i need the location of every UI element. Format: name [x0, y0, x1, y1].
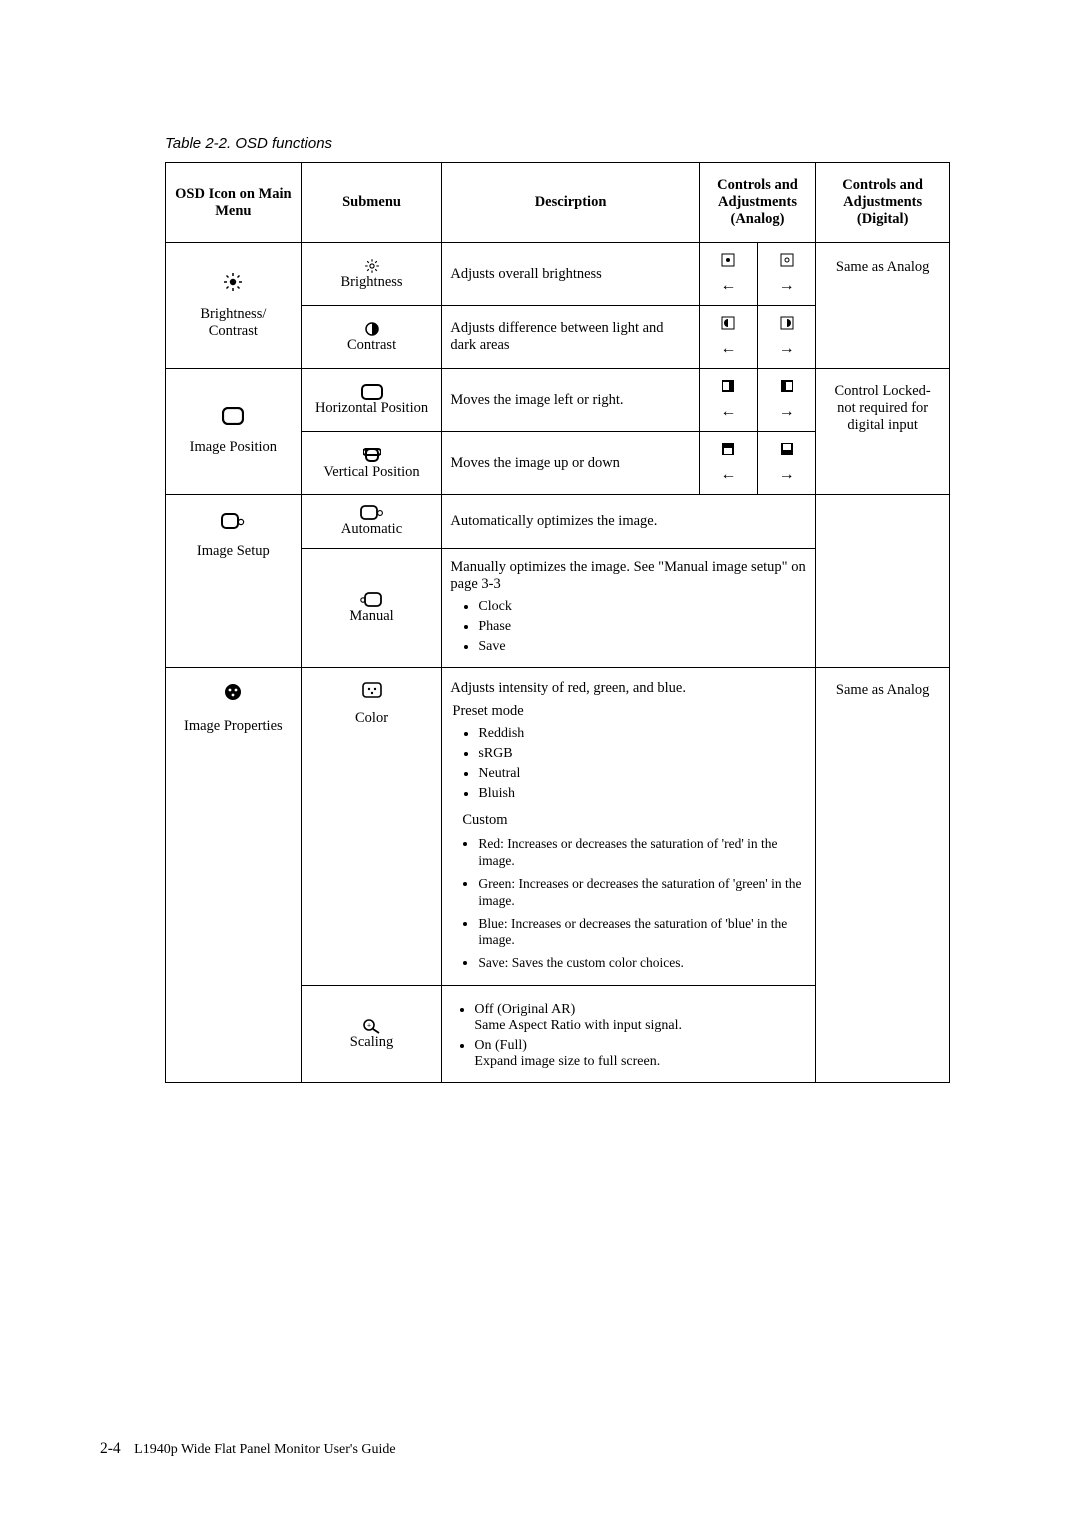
- image-properties-icon: [223, 682, 243, 702]
- custom-list: Red: Increases or decreases the saturati…: [450, 833, 807, 975]
- brightness-contrast-label: Brightness/ Contrast: [174, 306, 293, 340]
- preset-mode-label: Preset mode: [452, 703, 807, 720]
- preset-item: Neutral: [478, 764, 807, 784]
- vpos-desc: Moves the image up or down: [442, 432, 699, 495]
- image-position-label: Image Position: [174, 439, 293, 456]
- hpos-left-icon: [721, 379, 735, 393]
- manual-item: Save: [478, 637, 807, 657]
- manual-item: Clock: [478, 597, 807, 617]
- hpos-right-icon: [780, 379, 794, 393]
- manual-icon: [360, 592, 384, 608]
- image-properties-label: Image Properties: [174, 718, 293, 735]
- auto-label: Automatic: [310, 521, 434, 538]
- automatic-icon: [360, 505, 384, 521]
- scaling-list: Off (Original AR) Same Aspect Ratio with…: [450, 1000, 807, 1072]
- manual-desc: Manually optimizes the image. See "Manua…: [450, 559, 807, 593]
- arrow-left-icon: ←: [720, 277, 736, 294]
- contrast-icon: [364, 321, 380, 337]
- scaling-icon: +: [362, 1018, 382, 1034]
- manual-items: Clock Phase Save: [450, 597, 807, 657]
- brightness-label: Brightness: [310, 274, 434, 291]
- page-footer: 2-4 L1940p Wide Flat Panel Monitor User'…: [100, 1440, 396, 1458]
- color-icon: [362, 682, 382, 700]
- hpos-label: Horizontal Position: [310, 400, 434, 417]
- auto-desc: Automatically optimizes the image.: [442, 495, 816, 549]
- row-auto-setup: Image Setup Automatic Automatically opti…: [166, 495, 950, 549]
- contrast-label: Contrast: [310, 337, 434, 354]
- color-intro: Adjusts intensity of red, green, and blu…: [450, 678, 807, 697]
- sun-high-icon: [780, 253, 794, 267]
- row-color: Image Properties Color Adjusts intensity…: [166, 668, 950, 986]
- contrast-desc: Adjusts difference between light and dar…: [442, 306, 699, 369]
- contrast-high-icon: [780, 316, 794, 330]
- brightness-icon: [364, 258, 380, 274]
- sun-low-icon: [721, 253, 735, 267]
- hpos-desc: Moves the image left or right.: [442, 369, 699, 432]
- custom-item: Red: Increases or decreases the saturati…: [478, 833, 807, 873]
- arrow-left-icon: ←: [720, 340, 736, 357]
- table-caption: Table 2-2. OSD functions: [165, 135, 950, 152]
- brightness-contrast-icon: [223, 272, 243, 292]
- arrow-left-icon: ←: [720, 466, 736, 483]
- preset-list: Reddish sRGB Neutral Bluish: [450, 724, 807, 804]
- header-analog: Controls and Adjustments (Analog): [699, 163, 816, 243]
- header-main: OSD Icon on Main Menu: [166, 163, 302, 243]
- svg-text:+: +: [367, 1022, 371, 1029]
- arrow-left-icon: ←: [720, 403, 736, 420]
- horizontal-position-icon: [361, 384, 383, 400]
- osd-table: OSD Icon on Main Menu Submenu Descirptio…: [165, 162, 950, 1083]
- preset-item: Bluish: [478, 784, 807, 804]
- header-desc: Descirption: [442, 163, 699, 243]
- header-digital: Controls and Adjustments (Digital): [816, 163, 950, 243]
- arrow-right-icon: →: [779, 403, 795, 420]
- row-brightness: Brightness/ Contrast Brightness Adjusts …: [166, 243, 950, 306]
- arrow-right-icon: →: [779, 466, 795, 483]
- arrow-right-icon: →: [779, 340, 795, 357]
- vertical-position-icon: [363, 446, 381, 464]
- row-hpos: Image Position Horizontal Position Moves…: [166, 369, 950, 432]
- custom-item: Blue: Increases or decreases the saturat…: [478, 913, 807, 953]
- footer-title: L1940p Wide Flat Panel Monitor User's Gu…: [134, 1442, 395, 1457]
- manual-label: Manual: [310, 608, 434, 625]
- scaling-item: On (Full) Expand image size to full scre…: [474, 1036, 807, 1072]
- pos-digital: Control Locked- not required for digital…: [816, 369, 950, 495]
- preset-item: Reddish: [478, 724, 807, 744]
- color-label: Color: [310, 710, 434, 727]
- header-sub: Submenu: [301, 163, 442, 243]
- contrast-low-icon: [721, 316, 735, 330]
- preset-item: sRGB: [478, 744, 807, 764]
- custom-label: Custom: [462, 812, 807, 829]
- page-number: 2-4: [100, 1440, 121, 1457]
- props-digital: Same as Analog: [816, 668, 950, 1083]
- image-position-icon: [222, 407, 244, 425]
- vpos-label: Vertical Position: [310, 464, 434, 481]
- brightness-desc: Adjusts overall brightness: [442, 243, 699, 306]
- vpos-down-icon: [721, 442, 735, 456]
- custom-item: Green: Increases or decreases the satura…: [478, 873, 807, 913]
- custom-item: Save: Saves the custom color choices.: [478, 952, 807, 975]
- bright-digital: Same as Analog: [816, 243, 950, 369]
- manual-item: Phase: [478, 617, 807, 637]
- vpos-up-icon: [780, 442, 794, 456]
- header-row: OSD Icon on Main Menu Submenu Descirptio…: [166, 163, 950, 243]
- scaling-label: Scaling: [310, 1034, 434, 1051]
- image-setup-icon: [221, 513, 245, 531]
- scaling-item: Off (Original AR) Same Aspect Ratio with…: [474, 1000, 807, 1036]
- arrow-right-icon: →: [779, 277, 795, 294]
- image-setup-label: Image Setup: [174, 543, 293, 560]
- setup-digital: [816, 495, 950, 668]
